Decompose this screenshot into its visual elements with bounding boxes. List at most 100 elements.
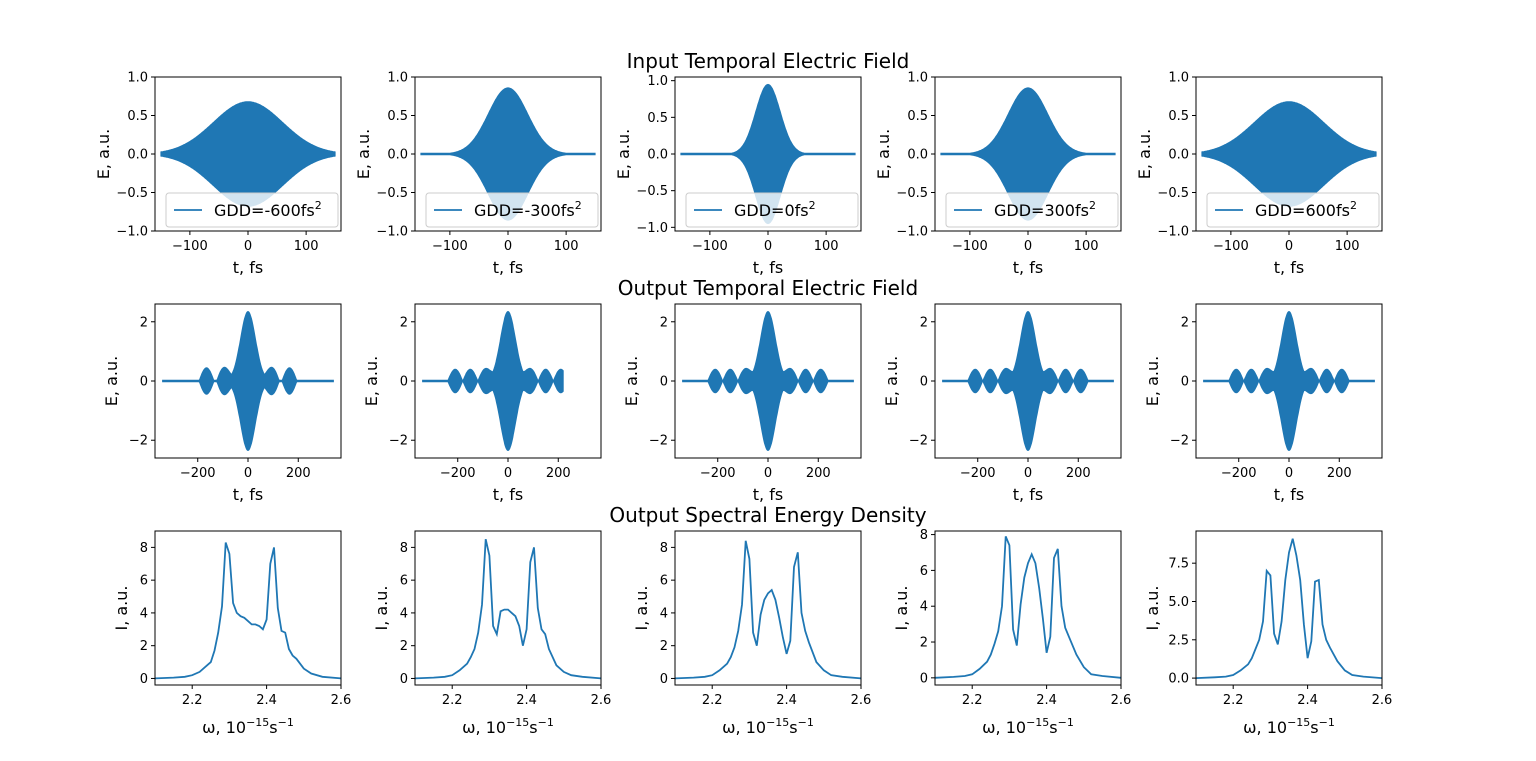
- field-envelope: [940, 87, 1116, 221]
- y-axis-label: E, a.u.: [1143, 356, 1162, 406]
- panel-r1-c2: −200 0 200 −2 0 2 t, fs E, a.u.: [622, 303, 862, 504]
- x-tick-label: 2.2: [702, 693, 723, 708]
- x-tick-label: −100: [432, 239, 468, 254]
- legend-label: GDD=300fs2: [994, 199, 1096, 220]
- spectrum-line: [935, 536, 1121, 679]
- x-tick-label: 100: [294, 239, 319, 254]
- field-envelope: [1203, 310, 1375, 452]
- y-tick-label: −2: [649, 434, 668, 449]
- y-axis-label: E, a.u.: [94, 129, 113, 179]
- legend-box: [425, 192, 599, 228]
- y-tick-label: −2: [129, 434, 148, 449]
- y-tick-label: −2: [389, 434, 408, 449]
- row-title-output: Output Temporal Electric Field: [618, 276, 918, 300]
- plot-area: [940, 87, 1116, 221]
- x-tick-label: 2.2: [442, 693, 463, 708]
- y-tick-label: 0.0: [387, 148, 408, 163]
- plot-area: [942, 310, 1114, 452]
- y-tick-label: 0.5: [1168, 109, 1189, 124]
- x-tick-label: −200: [1221, 466, 1257, 481]
- legend-label: GDD=-600fs2: [214, 199, 322, 220]
- plot-area: [160, 101, 336, 207]
- plot-area: [935, 536, 1121, 679]
- y-tick-label: 0.5: [387, 109, 408, 124]
- y-tick-label: 0: [400, 672, 408, 687]
- plot-area: [1196, 538, 1382, 679]
- y-axis-label: E, a.u.: [614, 129, 633, 179]
- y-tick-label: 2: [920, 636, 928, 651]
- y-tick-label: 6: [140, 574, 148, 589]
- legend: GDD=0fs2: [685, 192, 859, 228]
- x-tick-label: 2.6: [331, 693, 352, 708]
- x-tick-label: 2.2: [1223, 693, 1244, 708]
- x-tick-label: 100: [814, 239, 839, 254]
- x-axis-label: t, fs: [493, 485, 523, 504]
- y-tick-label: 4: [400, 606, 408, 621]
- y-tick-label: 2: [140, 639, 148, 654]
- spectrum-line: [415, 539, 601, 680]
- y-axis-label: I, a.u.: [892, 585, 911, 630]
- field-envelope: [160, 101, 336, 207]
- legend-box: [1206, 192, 1380, 228]
- y-tick-label: 0: [660, 375, 668, 390]
- y-tick-label: 1.0: [907, 71, 928, 86]
- panel-r0-c1: −100 0 100 −1.0 −0.5 0.0 0.5 1.0 t, fs E, a.u. GDD…: [354, 71, 602, 277]
- y-tick-label: 6: [660, 574, 668, 589]
- x-tick-label: 2.6: [1111, 693, 1132, 708]
- y-tick-label: 1.0: [647, 74, 668, 89]
- x-tick-label: 0: [504, 466, 512, 481]
- y-axis-label: I, a.u.: [632, 585, 651, 630]
- y-tick-label: 2.5: [1168, 633, 1189, 648]
- spectrum-line: [155, 542, 341, 680]
- panel-r0-c4: −100 0 100 −1.0 −0.5 0.0 0.5 1.0 t, fs E, a.u. GDD…: [1135, 71, 1383, 277]
- legend: GDD=600fs2: [1206, 192, 1380, 228]
- x-axis-label: t, fs: [233, 485, 263, 504]
- y-tick-label: −1.0: [896, 225, 928, 240]
- y-axis-label: E, a.u.: [882, 356, 901, 406]
- y-tick-label: −1.0: [376, 225, 408, 240]
- panel-r1-c3: −200 0 200 −2 0 2 t, fs E, a.u.: [882, 303, 1122, 504]
- x-tick-label: 2.2: [962, 693, 983, 708]
- y-tick-label: −0.5: [1157, 186, 1189, 201]
- legend: GDD=-300fs2: [425, 192, 599, 228]
- field-envelope: [422, 310, 564, 452]
- x-tick-label: −200: [700, 466, 736, 481]
- spectrum-line: [1196, 538, 1382, 679]
- x-axis-label: ω, 10−15s−1: [462, 716, 554, 737]
- x-axis-label: t, fs: [1013, 485, 1043, 504]
- spectrum-line: [675, 540, 861, 680]
- panel-r2-c3: 2.2 2.4 2.6 0 2 4 6 8 ω, 10−15s−1 I, a.u.: [892, 528, 1131, 737]
- y-tick-label: 0.0: [1168, 148, 1189, 163]
- plot-area: [682, 310, 854, 452]
- x-tick-label: 2.6: [1372, 693, 1393, 708]
- x-axis-label: t, fs: [493, 258, 523, 277]
- plot-area: [1201, 101, 1377, 207]
- plot-area: [415, 539, 601, 680]
- panel-r2-c1: 2.2 2.4 2.6 0 2 4 6 8 ω, 10−15s−1 I, a.u.: [372, 530, 612, 737]
- y-tick-label: 8: [660, 541, 668, 556]
- y-axis-label: E, a.u.: [362, 356, 381, 406]
- panel-r2-c4: 2.2 2.4 2.6 0.0 2.5 5.0 7.5 ω, 10−15s−1 I, a.u.: [1143, 530, 1393, 737]
- x-axis-label: ω, 10−15s−1: [722, 716, 814, 737]
- x-tick-label: −100: [1213, 239, 1249, 254]
- panel-r0-c2: −100 0 100 −1.0 −0.5 0.0 0.5 1.0 t, fs E, a.u. GDD…: [614, 74, 862, 277]
- y-tick-label: −2: [1170, 434, 1189, 449]
- panel-r1-c1: −200 0 200 −2 0 2 t, fs E, a.u.: [362, 303, 602, 504]
- x-axis-label: ω, 10−15s−1: [1243, 716, 1335, 737]
- x-axis-label: t, fs: [753, 258, 783, 277]
- y-axis-label: I, a.u.: [372, 585, 391, 630]
- y-tick-label: 0.5: [647, 111, 668, 126]
- x-tick-label: 200: [286, 466, 311, 481]
- x-tick-label: 100: [554, 239, 579, 254]
- y-tick-label: 4: [140, 606, 148, 621]
- x-tick-label: 0: [1024, 466, 1032, 481]
- x-tick-label: 0: [244, 239, 252, 254]
- y-tick-label: 0: [140, 375, 148, 390]
- x-tick-label: 2.6: [591, 693, 612, 708]
- y-tick-label: −0.5: [376, 186, 408, 201]
- field-envelope: [680, 83, 856, 225]
- x-axis-label: t, fs: [1274, 258, 1304, 277]
- legend: GDD=300fs2: [945, 192, 1119, 228]
- y-tick-label: 4: [660, 606, 668, 621]
